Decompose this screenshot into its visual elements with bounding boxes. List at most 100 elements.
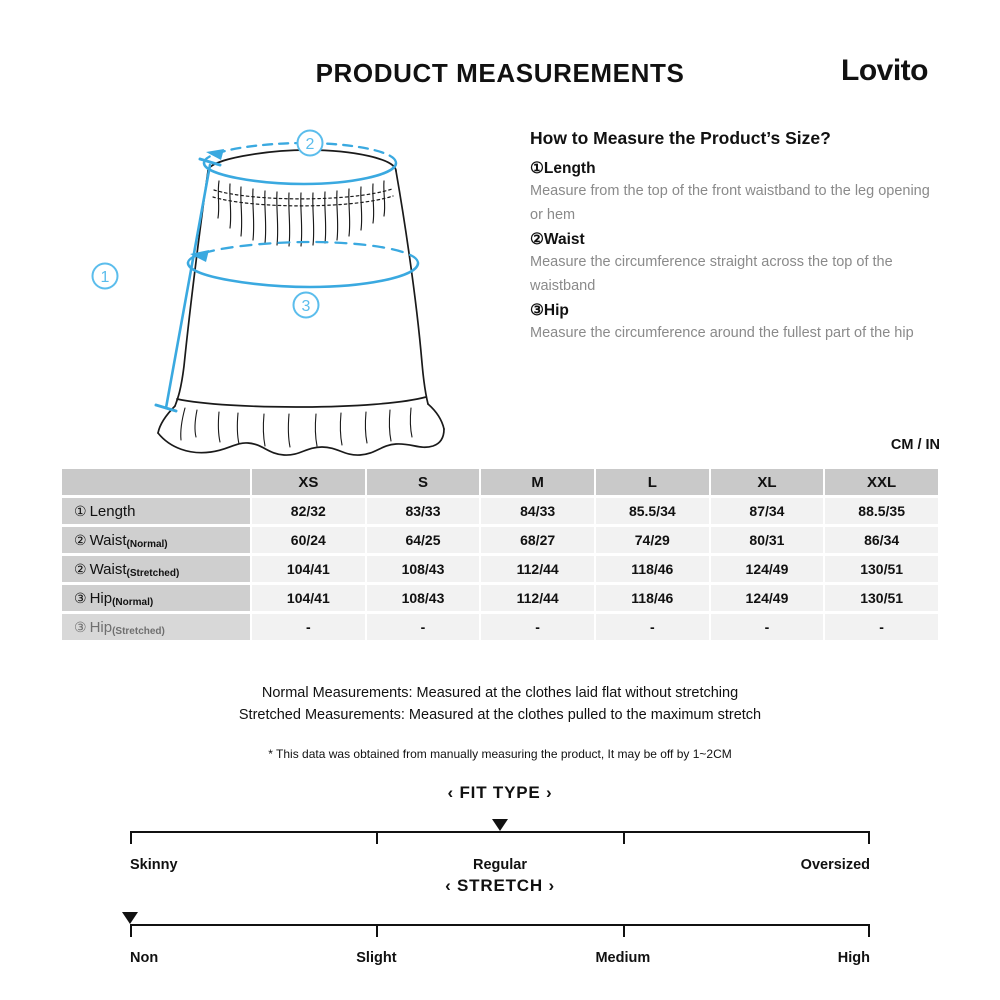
row-label-text: Waist [89,531,127,549]
table-cell: 104/41 [252,556,365,582]
table-cell: - [481,614,594,640]
table-cell: 88.5/35 [825,498,938,524]
fit-type-endcap-right [868,831,870,844]
stretch-tick-0 [376,924,379,937]
stretch-axis-line [130,924,870,926]
row-label-sub: (Normal) [126,538,168,550]
row-label-waist-stretched: ② Waist(Stretched) [62,556,250,582]
table-row: ③ Hip(Stretched) - - - - - - [62,614,938,640]
row-label-sub: (Normal) [112,596,154,608]
measure-term-length: ①Length [530,158,930,180]
measure-term-label-2: Waist [543,230,585,248]
measure-term-label-3: Hip [543,301,569,319]
fit-type-label-skinny[interactable]: Skinny [130,857,178,873]
size-chart-body: ① Length 82/32 83/33 84/33 85.5/34 87/34 88.5/3… [62,498,938,640]
how-to-measure-panel: How to Measure the Product’s Size? ①Leng… [530,128,930,347]
callout-hip: 3 [292,291,320,319]
size-chart-table: XS S M L XL XXL ① Length 82/32 83/33 84/33 85.5/34… [60,466,940,643]
stretch-bar[interactable] [122,910,870,944]
table-cell: - [252,614,365,640]
fit-type-label-oversized[interactable]: Oversized [800,857,870,873]
table-cell: 85.5/34 [595,498,709,524]
table-row: ② Waist(Stretched) 104/41 108/43 112/44 118/4… [62,556,938,582]
skirt-diagram-svg: 1 2 3 [91,129,445,456]
measure-term-label-1: Length [543,160,596,177]
size-header-m: M [481,469,594,495]
fit-type-label-regular[interactable]: Regular [473,857,527,873]
table-cell: 87/34 [710,498,824,524]
table-row: ③ Hip(Normal) 104/41 108/43 112/44 118/46 124/… [62,585,938,611]
row-label-length: ① Length [62,498,250,524]
table-cell: 108/43 [366,585,480,611]
row-label-text: Hip [89,589,113,607]
unit-label: CM / IN [890,437,940,453]
row-label-sub: (Stretched) [126,567,180,579]
svg-text:2: 2 [306,136,315,153]
table-cell: 130/51 [825,585,938,611]
stretch-label-slight[interactable]: Slight [356,950,397,966]
fit-type-labels: Skinny Regular Oversized [130,857,870,877]
how-to-measure-title: How to Measure the Product’s Size? [530,128,831,148]
stretch-tick-1 [622,924,625,937]
row-label-text: Hip [89,618,113,636]
callout-length: 1 [91,262,119,290]
measure-term-hip: ③Hip [530,300,930,322]
stretch-label-non[interactable]: Non [130,950,159,966]
row-label-text: Waist [89,560,127,578]
page-title: PRODUCT MEASUREMENTS [315,58,685,88]
measure-marker-2: ② [530,230,544,248]
row-marker-icon: ② [74,560,87,577]
note-stretched-measurements: Stretched Measurements: Measured at the … [238,707,762,724]
skirt-illustration: 1 2 3 [78,118,508,458]
size-header-s: S [366,469,480,495]
table-cell: 74/29 [595,527,709,553]
callout-waist: 2 [296,129,324,157]
measure-marker-3: ③ [530,301,544,319]
table-cell: 130/51 [825,556,938,582]
stretch-label-high[interactable]: High [837,950,870,966]
fit-type-title: ‹ FIT TYPE › [447,783,553,802]
stretch-label-medium[interactable]: Medium [595,950,651,966]
stretch-title: ‹ STRETCH › [445,876,555,895]
table-cell: 80/31 [710,527,824,553]
table-header-row: XS S M L XL XXL [62,469,938,495]
size-header-xxl: XXL [825,469,938,495]
measure-desc-waist: Measure the circumference straight acros… [530,254,893,294]
table-cell: 118/46 [595,556,709,582]
row-marker-icon: ① [74,502,87,519]
table-cell: 108/43 [366,556,480,582]
measure-desc-length: Measure from the top of the front waistb… [530,183,930,223]
size-header-xs: XS [252,469,365,495]
table-cell: 124/49 [710,585,824,611]
table-row: ① Length 82/32 83/33 84/33 85.5/34 87/34 88.5/3… [62,498,938,524]
row-label-sub: (Stretched) [112,625,165,637]
fit-type-tick-0 [376,831,379,844]
measure-term-waist: ②Waist [530,229,930,251]
header-blank [62,469,250,495]
table-cell: - [825,614,938,640]
table-row: ② Waist(Normal) 60/24 64/25 68/27 74/29 80/31 8… [62,527,938,553]
table-cell: 64/25 [366,527,480,553]
svg-text:3: 3 [302,298,311,315]
table-cell: 104/41 [252,585,365,611]
row-marker-icon: ② [74,531,87,548]
stretch-selected-marker[interactable] [122,912,138,924]
measure-marker-1: ① [530,160,544,177]
brand-logo: Lovito [841,54,929,87]
note-normal-measurements: Normal Measurements: Measured at the clo… [261,685,739,701]
size-header-l: L [595,469,709,495]
table-cell: - [595,614,709,640]
stretch-scale: ‹ STRETCH › Non Slight Medium High [0,876,1000,970]
fit-type-selected-marker[interactable] [492,819,508,831]
size-chart-header: XS S M L XL XXL [62,469,938,495]
fit-type-endcap-left [130,831,132,844]
row-marker-icon: ③ [74,589,87,606]
stretch-endcap-right [868,924,870,937]
table-cell: 112/44 [481,585,594,611]
fit-type-bar[interactable] [130,817,870,851]
measure-desc-hip: Measure the circumference around the ful… [530,325,914,342]
stretch-labels: Non Slight Medium High [130,950,870,970]
table-cell: 68/27 [481,527,594,553]
fit-type-scale: ‹ FIT TYPE › Skinny Regular Oversized [0,783,1000,877]
size-header-xl: XL [710,469,824,495]
